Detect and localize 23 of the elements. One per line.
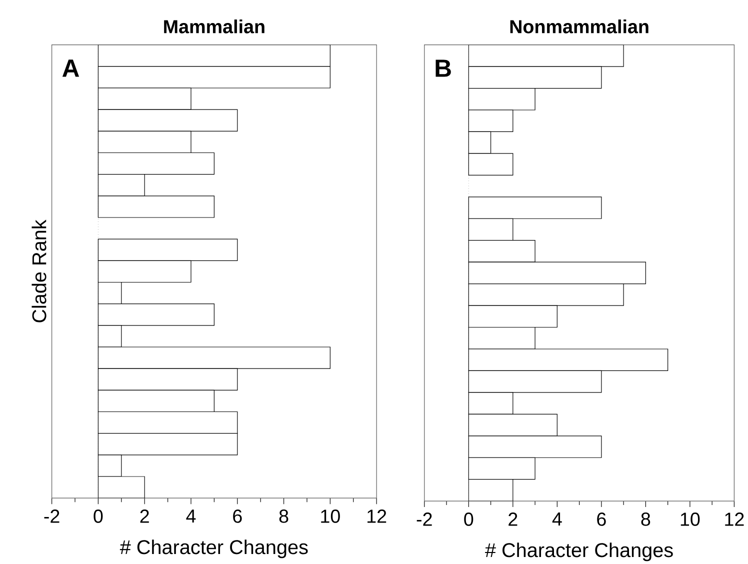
x-axis-title: # Character Changes [485,542,673,561]
x-tick-label: -2 [416,512,432,526]
x-tick-label: 10 [680,512,700,526]
x-axis-title: # Character Changes [120,539,308,558]
x-tick-label: 0 [464,512,474,526]
x-tick-label: -2 [44,509,60,523]
x-tick-label: 0 [94,509,103,523]
x-tick-label: 8 [279,509,288,523]
x-tick-label: 8 [641,512,650,526]
x-tick-label: 12 [725,512,744,526]
x-tick-label: 6 [233,509,242,523]
x-tick-label: 6 [597,512,606,526]
chart-title: Nonmammalian [510,19,648,34]
y-axis-title: Clade Rank [32,219,46,322]
x-tick-label: 4 [552,512,562,526]
x-tick-label: 2 [140,509,149,523]
x-tick-label: 12 [368,509,386,523]
x-tick-label: 4 [186,509,196,522]
chart-title: Mammalian [164,19,264,34]
annotation: B [436,60,451,77]
x-tick-label: 10 [321,509,340,523]
x-tick-label: 2 [508,512,518,526]
annotation: A [62,59,80,77]
